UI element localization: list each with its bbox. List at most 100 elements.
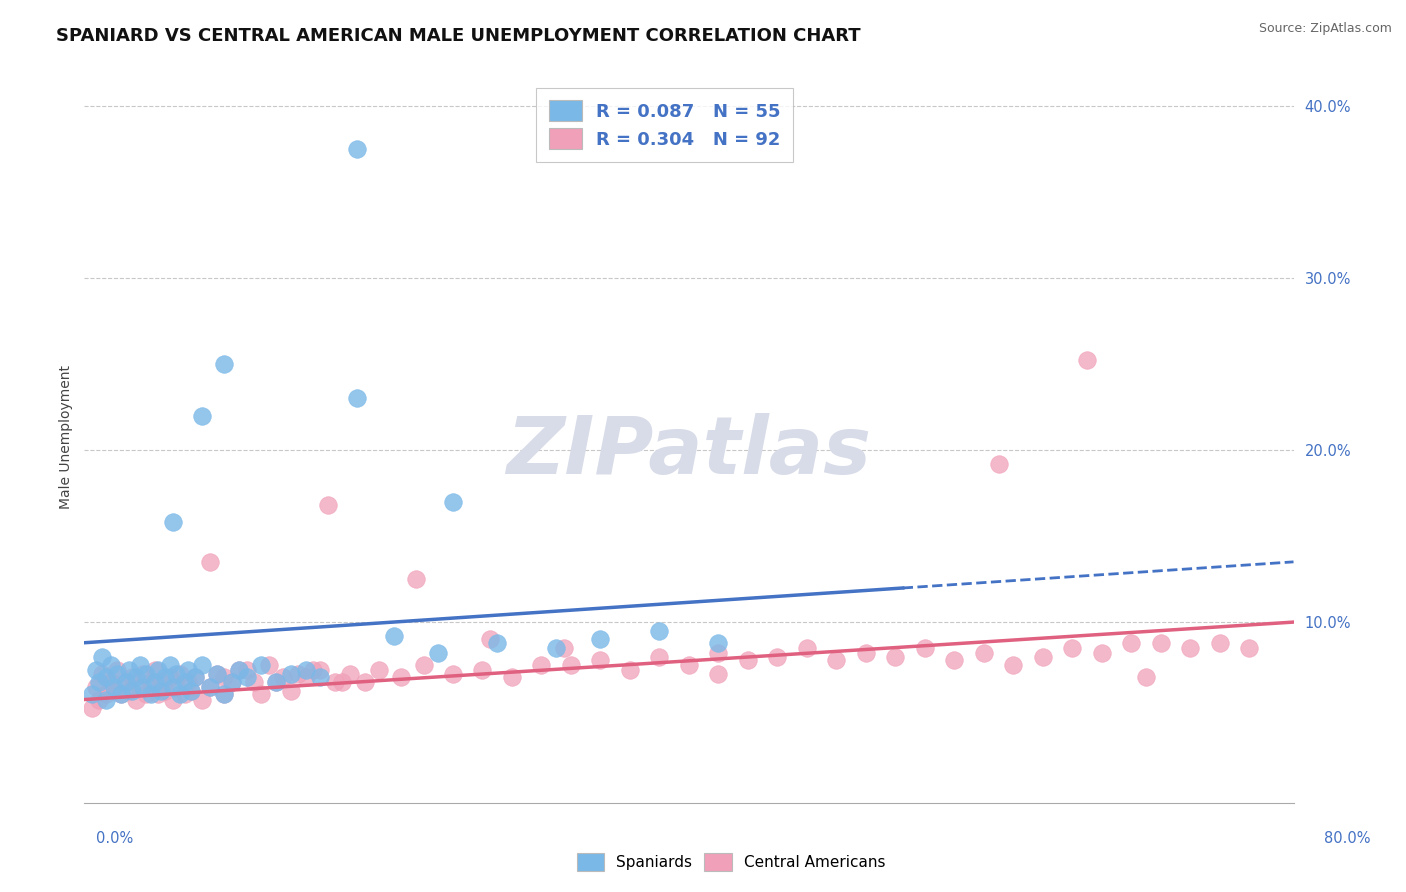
Point: [339, 666, 361, 681]
Point: [309, 663, 332, 677]
Point: [96, 692, 118, 706]
Point: [155, 670, 177, 684]
Point: [84, 681, 107, 695]
Point: [191, 409, 214, 423]
Point: [110, 687, 132, 701]
Point: [162, 516, 184, 530]
Point: [214, 670, 236, 684]
Point: [280, 684, 302, 698]
Point: [1091, 646, 1114, 660]
Point: [129, 658, 152, 673]
Point: [589, 653, 612, 667]
Point: [1062, 640, 1084, 655]
Point: [346, 142, 368, 156]
Point: [125, 670, 148, 684]
Point: [1032, 649, 1054, 664]
Point: [139, 675, 162, 690]
Point: [471, 663, 494, 677]
Point: [1121, 636, 1143, 650]
Point: [87, 692, 110, 706]
Text: SPANIARD VS CENTRAL AMERICAN MALE UNEMPLOYMENT CORRELATION CHART: SPANIARD VS CENTRAL AMERICAN MALE UNEMPL…: [56, 27, 860, 45]
Point: [180, 684, 202, 698]
Point: [1209, 636, 1232, 650]
Point: [121, 670, 143, 684]
Point: [169, 666, 191, 681]
Text: Source: ZipAtlas.com: Source: ZipAtlas.com: [1258, 22, 1392, 36]
Point: [105, 666, 128, 681]
Point: [221, 675, 243, 690]
Point: [132, 666, 155, 681]
Point: [441, 494, 464, 508]
Point: [412, 658, 434, 673]
Text: ZIPatlas: ZIPatlas: [506, 413, 872, 491]
Point: [389, 670, 412, 684]
Point: [165, 666, 187, 681]
Point: [323, 675, 346, 690]
Point: [707, 666, 730, 681]
Point: [235, 670, 257, 684]
Point: [825, 653, 848, 667]
Point: [176, 675, 198, 690]
Point: [100, 675, 122, 690]
Point: [648, 624, 671, 638]
Point: [264, 675, 287, 690]
Point: [150, 675, 173, 690]
Point: [855, 646, 877, 660]
Point: [180, 684, 202, 698]
Point: [316, 498, 339, 512]
Point: [146, 687, 169, 701]
Point: [184, 670, 207, 684]
Point: [191, 692, 214, 706]
Point: [235, 663, 257, 677]
Point: [159, 670, 181, 684]
Point: [309, 670, 332, 684]
Point: [707, 646, 730, 660]
Point: [648, 649, 671, 664]
Point: [191, 658, 214, 673]
Point: [501, 670, 523, 684]
Point: [135, 666, 157, 681]
Point: [103, 681, 125, 695]
Point: [1150, 636, 1173, 650]
Point: [243, 675, 266, 690]
Point: [678, 658, 700, 673]
Point: [117, 663, 139, 677]
Point: [214, 687, 236, 701]
Point: [159, 658, 181, 673]
Point: [914, 640, 936, 655]
Point: [737, 653, 759, 667]
Point: [198, 555, 221, 569]
Point: [198, 681, 221, 695]
Point: [96, 670, 118, 684]
Point: [176, 663, 198, 677]
Point: [553, 640, 575, 655]
Point: [117, 684, 139, 698]
Text: 0.0%: 0.0%: [96, 831, 132, 846]
Point: [382, 629, 405, 643]
Point: [165, 681, 187, 695]
Point: [221, 675, 243, 690]
Point: [707, 636, 730, 650]
Point: [114, 675, 136, 690]
Point: [228, 663, 250, 677]
Point: [91, 666, 114, 681]
Point: [214, 687, 236, 701]
Point: [427, 646, 450, 660]
Point: [91, 649, 114, 664]
Point: [884, 649, 907, 664]
Point: [294, 670, 316, 684]
Text: 80.0%: 80.0%: [1324, 831, 1371, 846]
Point: [80, 687, 103, 701]
Point: [114, 675, 136, 690]
Point: [103, 684, 125, 698]
Point: [150, 684, 173, 698]
Point: [110, 687, 132, 701]
Point: [135, 687, 157, 701]
Point: [214, 357, 236, 371]
Point: [173, 675, 195, 690]
Point: [294, 663, 316, 677]
Point: [486, 636, 509, 650]
Y-axis label: Male Unemployment: Male Unemployment: [59, 365, 73, 509]
Point: [143, 675, 166, 690]
Legend: R = 0.087   N = 55, R = 0.304   N = 92: R = 0.087 N = 55, R = 0.304 N = 92: [537, 87, 793, 162]
